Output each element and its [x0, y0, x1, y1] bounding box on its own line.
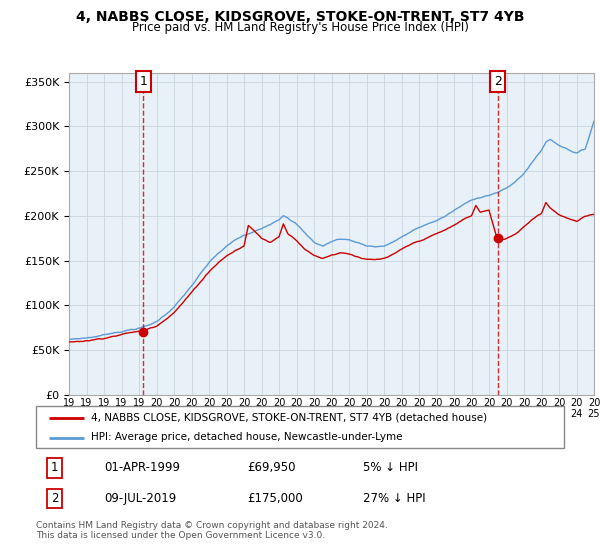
FancyBboxPatch shape: [36, 406, 564, 448]
Text: Price paid vs. HM Land Registry's House Price Index (HPI): Price paid vs. HM Land Registry's House …: [131, 21, 469, 34]
Text: Contains HM Land Registry data © Crown copyright and database right 2024.
This d: Contains HM Land Registry data © Crown c…: [36, 521, 388, 540]
Text: 2: 2: [494, 75, 502, 88]
Text: 1: 1: [139, 75, 148, 88]
Text: 09-JUL-2019: 09-JUL-2019: [104, 492, 177, 505]
Text: HPI: Average price, detached house, Newcastle-under-Lyme: HPI: Average price, detached house, Newc…: [91, 432, 403, 442]
Text: 01-APR-1999: 01-APR-1999: [104, 461, 181, 474]
Text: 5% ↓ HPI: 5% ↓ HPI: [364, 461, 418, 474]
Text: £175,000: £175,000: [247, 492, 303, 505]
Text: 4, NABBS CLOSE, KIDSGROVE, STOKE-ON-TRENT, ST7 4YB (detached house): 4, NABBS CLOSE, KIDSGROVE, STOKE-ON-TREN…: [91, 413, 488, 423]
Text: 27% ↓ HPI: 27% ↓ HPI: [364, 492, 426, 505]
Text: 4, NABBS CLOSE, KIDSGROVE, STOKE-ON-TRENT, ST7 4YB: 4, NABBS CLOSE, KIDSGROVE, STOKE-ON-TREN…: [76, 10, 524, 24]
Text: 2: 2: [51, 492, 58, 505]
Text: £69,950: £69,950: [247, 461, 296, 474]
Text: 1: 1: [51, 461, 58, 474]
